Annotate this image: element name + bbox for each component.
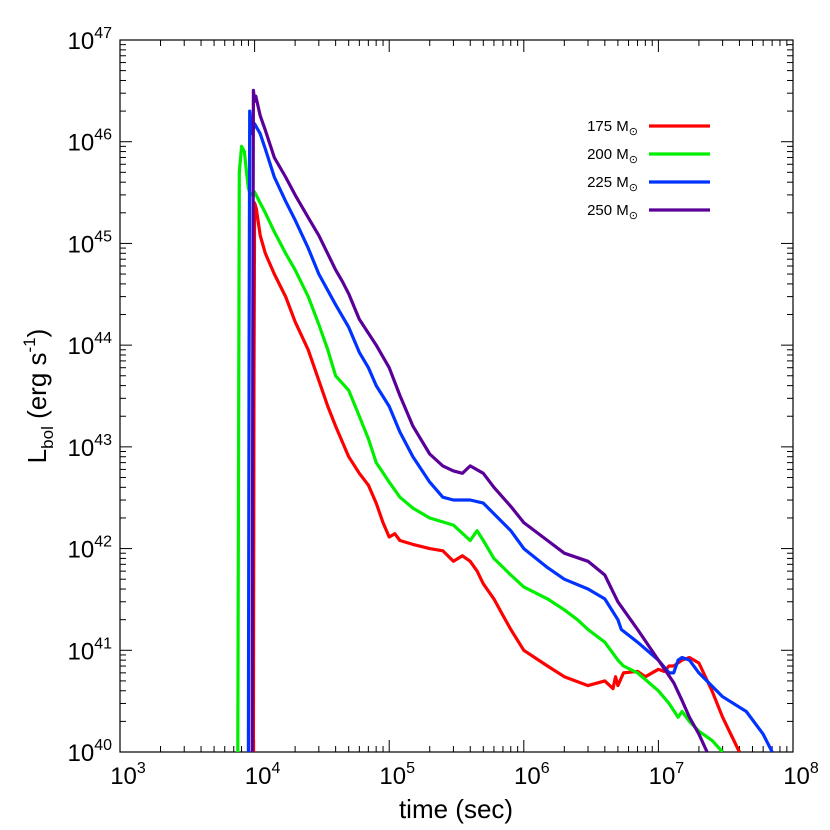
x-tick-label: 106: [514, 760, 550, 790]
x-tick-label: 108: [783, 760, 819, 790]
y-tick-label: 1042: [68, 534, 113, 564]
y-tick-label: 1041: [68, 635, 113, 665]
y-axis-title-rest: (erg s: [22, 352, 52, 426]
y-tick-label: 1046: [68, 127, 113, 157]
legend-label-225: 225 M⊙: [587, 174, 638, 194]
y-tick-label: 1045: [68, 228, 113, 258]
legend-label-175: 175 M⊙: [587, 118, 638, 138]
y-tick-label: 1044: [68, 330, 113, 360]
x-tick-label: 107: [649, 760, 685, 790]
x-tick-label: 105: [379, 760, 415, 790]
plot-frame: [119, 39, 794, 753]
series-line-175: [251, 201, 741, 752]
series-line-225: [246, 109, 774, 752]
legend: 175 M⊙ 200 M⊙ 225 M⊙ 250 M⊙: [587, 118, 710, 222]
y-tick-label: 1047: [68, 25, 113, 55]
y-axis-title: Lbol (erg s-1): [20, 329, 57, 464]
y-axis-title-main: L: [22, 449, 52, 463]
axis-ticks: 103 104 105 106 107 108 1040 1041 1042 1043 1044 10…: [68, 25, 819, 790]
y-axis-title-sup: -1: [20, 337, 39, 352]
legend-label-200: 200 M⊙: [587, 146, 638, 166]
series-lines: [236, 88, 774, 752]
series-line-200: [236, 144, 724, 752]
y-axis-title-close: ): [22, 329, 52, 338]
y-tick-label: 1040: [68, 737, 113, 767]
y-axis-title-sub: bol: [38, 426, 57, 449]
y-tick-label: 1043: [68, 432, 113, 462]
x-tick-label: 103: [110, 760, 146, 790]
svg-text:Lbol (erg s-1): Lbol (erg s-1): [20, 329, 57, 464]
legend-label-250: 250 M⊙: [587, 202, 638, 222]
x-axis-title: time (sec): [399, 794, 513, 824]
x-tick-label: 104: [245, 760, 281, 790]
series-line-250: [250, 88, 709, 752]
